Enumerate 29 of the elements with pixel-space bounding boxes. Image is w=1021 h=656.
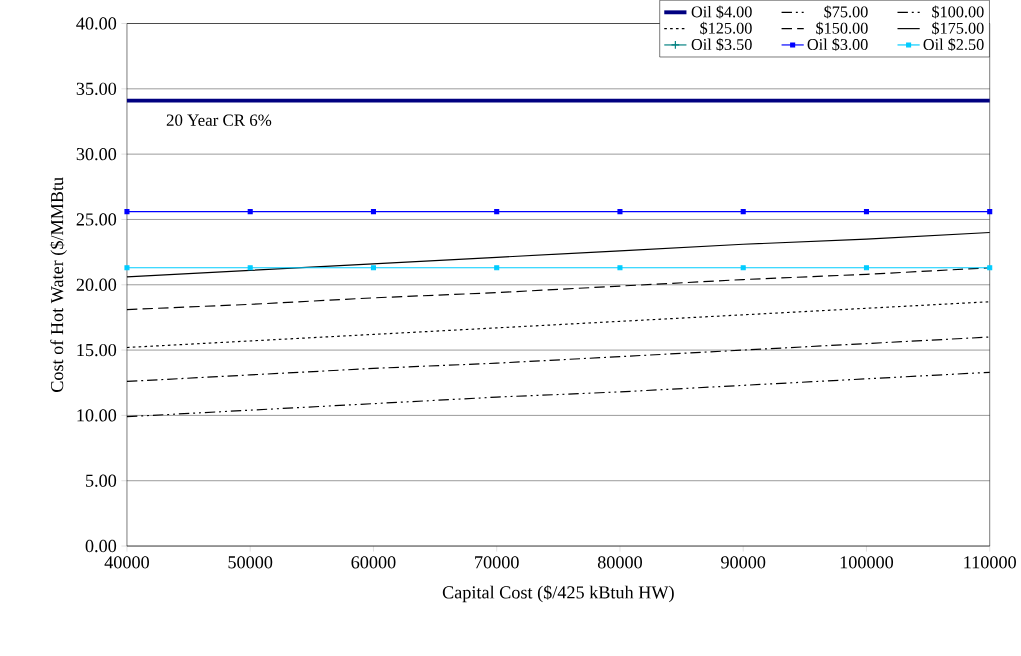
legend-label: Oil $2.50 xyxy=(923,38,984,52)
x-tick-label: 40000 xyxy=(104,556,149,569)
x-tick-label: 50000 xyxy=(228,556,273,569)
y-tick-label: 15.00 xyxy=(77,344,117,357)
legend-label: Oil $4.00 xyxy=(691,5,752,19)
y-tick-label: 30.00 xyxy=(76,148,117,161)
y-tick-label: 5.00 xyxy=(86,474,117,488)
x-tick-label: 70000 xyxy=(475,556,519,569)
legend-label: $125.00 xyxy=(700,21,752,35)
x-axis-title: Capital Cost ($/425 kBtuh HW) xyxy=(442,585,674,603)
legend-label: $75.00 xyxy=(824,5,868,19)
legend-label: Oil $3.00 xyxy=(807,38,868,52)
x-tick-label: 60000 xyxy=(351,556,396,569)
x-tick-label: 100000 xyxy=(840,556,894,569)
y-tick-label: 35.00 xyxy=(76,82,117,96)
y-tick-label: 0.00 xyxy=(85,539,117,553)
y-tick-label: 25.00 xyxy=(76,213,117,226)
y-tick-label: 40.00 xyxy=(76,17,117,30)
y-tick-label: 10.00 xyxy=(77,409,117,422)
x-tick-label: 110000 xyxy=(964,556,1016,569)
legend-label: $175.00 xyxy=(932,21,984,35)
legend-label: $150.00 xyxy=(816,21,868,35)
x-tick-label: 80000 xyxy=(597,556,643,569)
y-tick-label: 20.00 xyxy=(76,278,117,292)
y-axis-title: Cost of Hot Water ($/MMBtu xyxy=(49,177,67,393)
legend-label: $100.00 xyxy=(932,5,984,19)
annotation: 20 Year CR 6% xyxy=(166,114,272,127)
legend-label: Oil $3.50 xyxy=(691,38,752,52)
x-tick-label: 90000 xyxy=(721,556,766,569)
